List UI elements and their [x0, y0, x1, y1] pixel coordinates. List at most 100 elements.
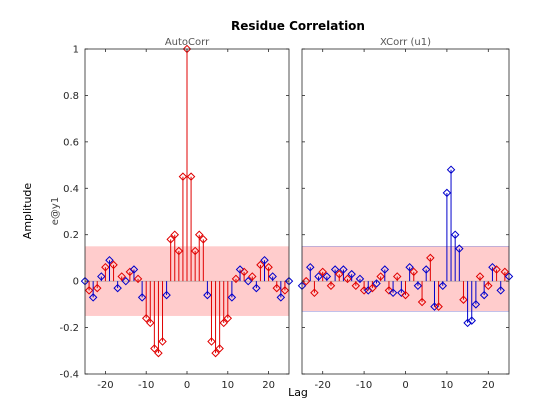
stem-marker: [504, 272, 514, 281]
stem-marker: [92, 283, 102, 293]
stem-marker: [207, 337, 216, 346]
stem-marker: [421, 265, 431, 274]
stem-marker: [194, 230, 204, 239]
stem-marker: [215, 344, 224, 353]
autocorr-panel: -20 -10 0 10 20 -0.4 -0.2 0 0.2 0.4 0.6 0.8 1 AutoCor…: [59, 37, 294, 391]
subplot-title: XCorr (u1): [380, 37, 431, 48]
stem-marker: [306, 262, 315, 272]
stem-marker: [174, 246, 184, 256]
y-tick-label: -0.4: [59, 370, 79, 381]
stem-marker: [88, 293, 98, 302]
stem-marker: [401, 290, 410, 300]
stem-marker: [141, 314, 151, 323]
stem-marker: [351, 281, 361, 291]
stem-marker: [339, 265, 348, 274]
stem-marker: [388, 288, 398, 297]
stem-marker: [484, 281, 493, 291]
outer-y-label: Amplitude: [21, 183, 34, 240]
stem-marker: [101, 262, 110, 272]
x-tick-label: -10: [138, 380, 154, 391]
stem-marker: [231, 274, 241, 284]
x-tick-label: -20: [315, 380, 331, 391]
stem-marker: [426, 253, 435, 263]
x-tick-label: 20: [262, 380, 275, 391]
stem-marker: [297, 281, 307, 291]
x-tick-label: 0: [402, 380, 408, 391]
stem-marker: [280, 286, 290, 295]
stem-marker: [355, 274, 365, 284]
stem-marker: [496, 286, 505, 295]
stem-marker: [322, 272, 332, 281]
stem-marker: [446, 165, 456, 174]
xcorr-panel: -20 -10 0 10 20 XCorr (u1): [297, 37, 514, 391]
stem-marker: [326, 281, 336, 291]
figure-title: Residue Correlation: [231, 19, 365, 33]
stem-marker: [500, 267, 510, 277]
stem-marker: [335, 269, 344, 279]
stem-marker: [211, 348, 220, 358]
stem-marker: [434, 302, 443, 311]
stem-marker: [109, 260, 118, 270]
stem-marker: [162, 290, 171, 300]
y-tick-label: -0.2: [59, 323, 79, 334]
y-tick-label: 0.6: [63, 137, 79, 148]
subplot-title: AutoCorr: [165, 37, 210, 48]
stem-marker: [405, 262, 414, 272]
stem-marker: [284, 276, 294, 286]
stem-marker: [438, 281, 448, 291]
stem-marker: [343, 274, 352, 284]
y-tick-label: 0.8: [63, 91, 79, 102]
stem-marker: [146, 318, 155, 328]
x-tick-label: -20: [97, 380, 113, 391]
x-tick-label: 10: [441, 380, 454, 391]
stem-marker: [479, 290, 489, 300]
stem-marker: [178, 172, 188, 181]
stem-marker: [310, 288, 319, 297]
stem-marker: [252, 283, 261, 293]
stem-marker: [301, 276, 311, 286]
stem-marker: [97, 272, 106, 281]
x-axis-label: Lag: [288, 386, 308, 399]
stem-marker: [223, 314, 233, 323]
stem-marker: [318, 267, 327, 277]
stem-marker: [133, 274, 143, 284]
stem-marker: [248, 272, 257, 281]
stem-marker: [239, 267, 249, 277]
x-tick-label: -10: [356, 380, 372, 391]
stem-marker: [121, 276, 131, 286]
stem-marker: [314, 272, 323, 281]
stem-marker: [347, 269, 356, 279]
stem-marker: [272, 283, 282, 293]
stem-marker: [268, 272, 277, 281]
stem-marker: [113, 283, 122, 293]
stem-marker: [330, 265, 340, 274]
stem-marker: [227, 293, 237, 302]
stem-marker: [129, 265, 139, 274]
stem-marker: [380, 265, 390, 274]
stem-marker: [243, 276, 253, 286]
stem-marker: [150, 344, 159, 353]
stem-marker: [190, 246, 200, 256]
stem-marker: [137, 293, 147, 302]
x-tick-label: 0: [184, 380, 190, 391]
stem-marker: [182, 44, 192, 54]
stem-marker: [475, 272, 485, 281]
stem-marker: [199, 235, 208, 244]
stem-marker: [492, 265, 501, 274]
stem-marker: [442, 188, 452, 198]
stem-marker: [413, 281, 423, 291]
stem-marker: [372, 279, 381, 288]
stem-marker: [256, 260, 265, 270]
stem-marker: [80, 276, 90, 286]
stem-marker: [186, 172, 196, 181]
stem-marker: [264, 262, 273, 272]
stem-marker: [117, 272, 126, 281]
confidence-band: [301, 246, 510, 312]
stem-marker: [392, 272, 402, 281]
stem-marker: [417, 297, 427, 307]
stem-marker: [105, 256, 114, 265]
stem-marker: [450, 230, 460, 239]
stem-marker: [471, 300, 481, 309]
inner-y-label: e@y1: [50, 197, 61, 225]
